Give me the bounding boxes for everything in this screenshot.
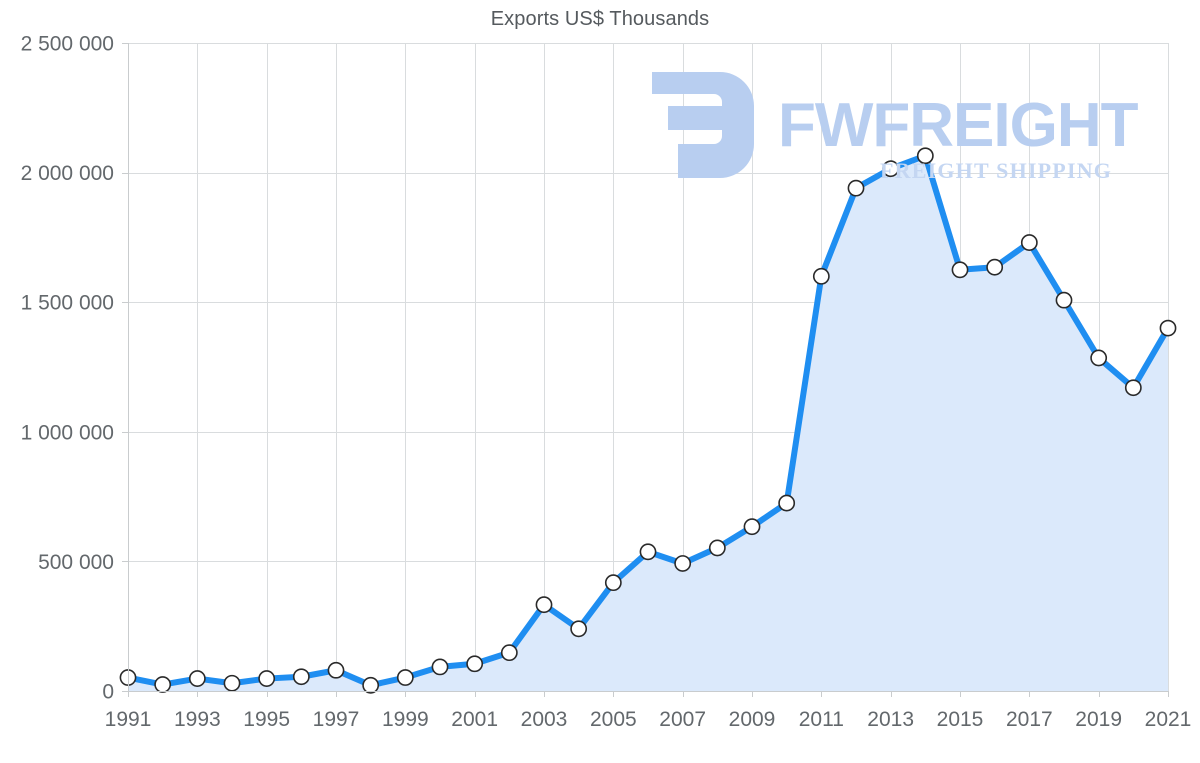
x-axis-tick-label: 2009: [729, 708, 776, 731]
data-point-marker[interactable]: [708, 539, 726, 557]
data-point-marker[interactable]: [292, 668, 310, 686]
x-axis-tick-label: 2007: [659, 708, 706, 731]
x-axis-tick-label: 2003: [521, 708, 568, 731]
data-point-marker[interactable]: [674, 555, 692, 572]
y-axis-tick-label: 1 500 000: [21, 292, 114, 315]
y-axis-tick-labels: 0 500 000 1 000 000 1 500 000 2 000 000 2 500…: [21, 33, 114, 704]
x-axis-tick-label: 2013: [867, 708, 914, 731]
y-axis-tick-label: 2 500 000: [21, 33, 114, 56]
data-point-marker[interactable]: [743, 518, 761, 536]
y-axis-tick-label: 2 000 000: [21, 162, 114, 185]
axis-lines: [122, 43, 1169, 697]
x-axis-tick-label: 1993: [174, 708, 221, 731]
series-area-fill: [128, 155, 1168, 691]
x-axis-tick-label: 2017: [1006, 708, 1053, 731]
data-point-marker[interactable]: [327, 661, 345, 679]
y-axis-tick-label: 1 000 000: [21, 421, 114, 444]
x-axis-tick-label: 1995: [243, 708, 290, 731]
data-point-marker[interactable]: [1055, 291, 1073, 309]
data-point-marker[interactable]: [986, 258, 1004, 276]
data-point-marker[interactable]: [812, 267, 830, 285]
area-fill: [128, 155, 1168, 691]
data-point-marker[interactable]: [500, 644, 518, 662]
data-point-marker[interactable]: [258, 670, 276, 687]
data-point-marker[interactable]: [223, 674, 241, 692]
data-point-marker[interactable]: [847, 179, 865, 197]
x-axis-tick-label: 1999: [382, 708, 429, 731]
x-axis-tick-label: 1991: [105, 708, 152, 731]
data-point-marker[interactable]: [1124, 379, 1142, 397]
data-point-marker[interactable]: [778, 494, 796, 512]
x-axis-tick-label: 2001: [451, 708, 498, 731]
data-point-marker[interactable]: [188, 670, 206, 687]
data-point-marker[interactable]: [396, 669, 414, 686]
x-axis-tick-label: 2015: [937, 708, 984, 731]
data-point-marker[interactable]: [431, 658, 449, 676]
data-point-marker[interactable]: [362, 676, 380, 694]
data-point-marker[interactable]: [535, 596, 553, 614]
data-point-marker[interactable]: [951, 261, 969, 279]
data-point-marker[interactable]: [154, 676, 172, 693]
x-axis-tick-label: 2021: [1145, 708, 1192, 731]
data-point-marker[interactable]: [882, 160, 900, 178]
data-point-marker[interactable]: [604, 574, 622, 592]
chart-title: Exports US$ Thousands: [490, 8, 710, 30]
data-point-markers: [119, 147, 1177, 694]
y-axis-tick-label: 0: [102, 681, 114, 704]
data-point-marker[interactable]: [1020, 234, 1038, 251]
data-point-marker[interactable]: [1090, 349, 1108, 367]
x-axis-tick-label: 2019: [1075, 708, 1122, 731]
data-point-marker[interactable]: [466, 655, 484, 673]
data-point-marker[interactable]: [639, 543, 657, 561]
x-axis-tick-label: 2005: [590, 708, 637, 731]
data-point-marker[interactable]: [570, 620, 588, 638]
x-axis-tick-label: 2011: [799, 708, 844, 731]
data-point-marker[interactable]: [916, 147, 934, 165]
x-axis-tick-label: 1997: [313, 708, 360, 731]
x-axis-tick-labels: 1991 1993 1995 1997 1999 2001 2003 2005 2007 2009…: [105, 708, 1192, 731]
data-point-marker[interactable]: [1159, 319, 1177, 337]
y-axis-tick-label: 500 000: [38, 551, 114, 574]
